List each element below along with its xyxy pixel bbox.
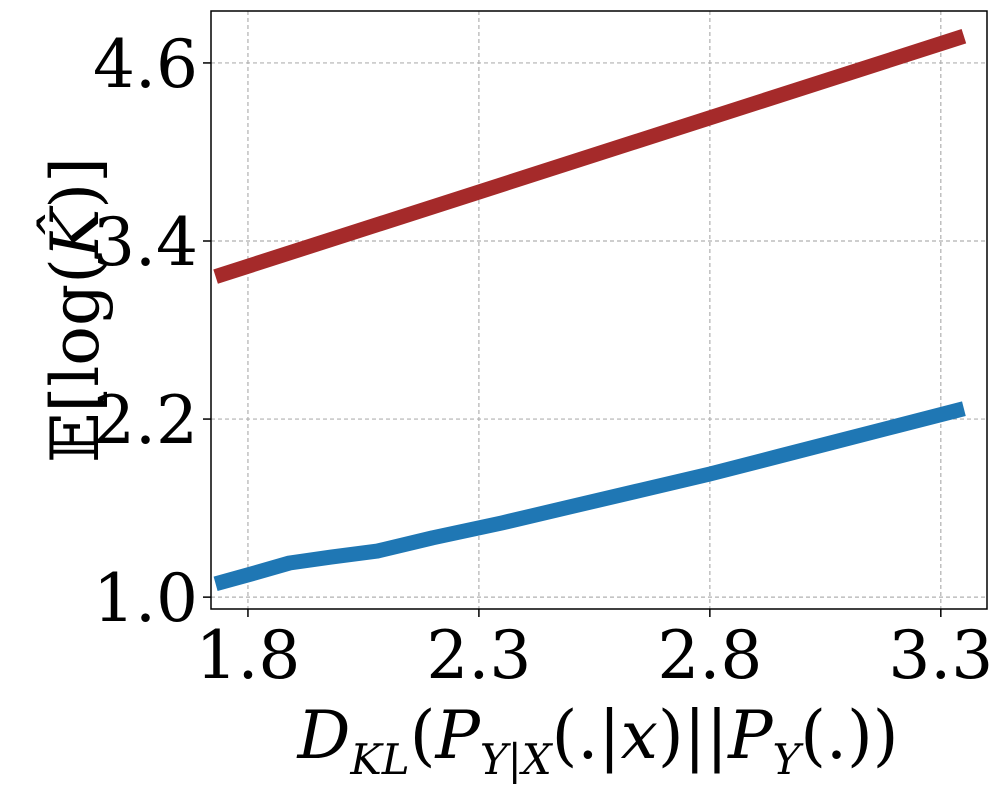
series-line-1 (213, 29, 967, 284)
x-axis: 1.8 2.3 2.8 3.3 (195, 609, 993, 694)
y-tick-label: 4.6 (93, 26, 198, 103)
x-tick-label: 3.3 (888, 617, 993, 694)
y-tick-label: 1.0 (93, 560, 198, 637)
x-axis-label: DKL(PY|X(.|x)||PY(.)) (297, 697, 899, 784)
x-tick-label: 2.8 (657, 617, 762, 694)
y-tick-label: 3.4 (93, 204, 198, 281)
grid (211, 11, 987, 609)
y-axis-label: 𝔼[log(K̂)] (37, 157, 114, 463)
series-layer (213, 29, 967, 592)
x-tick-label: 1.8 (195, 617, 300, 694)
y-tick-label: 2.2 (93, 382, 198, 459)
series-line-2 (213, 401, 966, 592)
x-tick-label: 2.3 (426, 617, 531, 694)
plot-frame (210, 10, 988, 610)
y-axis: 1.0 2.2 3.4 4.6 (93, 26, 211, 637)
